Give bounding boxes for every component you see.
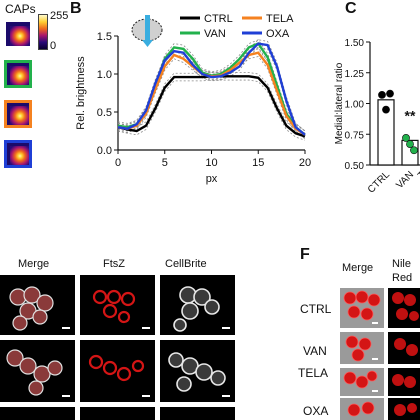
panel-letter-c: C	[345, 0, 357, 17]
row-label-van: VAN	[303, 344, 327, 358]
y-axis-label: Rel. brightness	[75, 56, 87, 130]
merge-image-row-2	[0, 340, 75, 402]
y-tick-label: 0.5	[97, 107, 112, 119]
data-point	[402, 134, 410, 142]
row-label-oxa: OXA	[303, 404, 329, 418]
ftsz-image-row-1	[80, 275, 155, 335]
cellbrite-image-row-3	[160, 407, 235, 420]
header-red: Red	[392, 272, 413, 284]
f-merge-tela	[340, 368, 384, 396]
header-ftsz: FtsZ	[103, 258, 125, 270]
brightness-line-chart: 0.0 0.5 1.0 1.5 0 5 10 15 20 px Rel. brightness CTR…	[75, 13, 311, 185]
scale-bar	[372, 390, 378, 392]
data-point	[382, 105, 390, 114]
legend-label-ctrl: CTRL	[204, 13, 233, 25]
header-merge: Merge	[18, 258, 50, 270]
legend-label-van: VAN	[204, 28, 226, 40]
y-tick-label: 1.00	[345, 100, 365, 111]
header-merge-f: Merge	[342, 262, 374, 274]
scale-bar	[372, 358, 378, 360]
cap-thumb-van	[4, 60, 32, 88]
panel-letter-f: F	[300, 246, 310, 263]
header-nile: Nile	[392, 258, 411, 270]
colorbar-min-label: 0	[50, 40, 57, 52]
cap-thumb-ctrl	[4, 20, 32, 48]
legend-label-oxa: OXA	[266, 28, 290, 40]
error-band-line	[117, 72, 306, 133]
row-label-ctrl: CTRL	[300, 302, 332, 316]
f-nilered-van	[388, 332, 420, 364]
y-tick-label: 1.0	[97, 69, 112, 81]
y-axis-label: Medial:lateral ratio	[334, 62, 345, 144]
cap-thumb-tela	[4, 100, 32, 128]
header-cellbrite: CellBrite	[165, 258, 207, 270]
y-tick-label: 0.0	[97, 145, 112, 157]
significance-marker: **	[405, 108, 416, 124]
scale-bar	[372, 322, 378, 324]
scale-bar	[222, 327, 230, 329]
x-tick-label: VAN	[394, 169, 416, 191]
f-nilered-ctrl	[388, 288, 420, 328]
data-point	[410, 146, 418, 155]
medial-lateral-bar-chart: 0.50 0.75 1.00 1.25 1.50 Medial:lateral ratio…	[334, 38, 420, 196]
f-nilered-tela	[388, 368, 420, 396]
x-axis-label: px	[206, 173, 218, 185]
cellbrite-image-row-1	[160, 275, 235, 335]
scale-bar	[62, 327, 70, 329]
caps-title: CAPs	[5, 2, 36, 16]
error-band-line	[117, 79, 306, 141]
x-tick-label: 0	[115, 157, 121, 169]
cellbrite-image-row-2	[160, 340, 235, 402]
colorbar	[38, 14, 48, 50]
cap-thumb-oxa	[4, 140, 32, 168]
data-point	[378, 90, 386, 99]
y-tick-label: 1.50	[345, 38, 365, 49]
x-tick-label: 10	[205, 157, 217, 169]
cell-cross-section-icon	[131, 15, 163, 47]
legend-label-tela: TELA	[266, 13, 294, 25]
scale-bar	[62, 395, 70, 397]
ftsz-image-row-2	[80, 340, 155, 402]
f-nilered-oxa	[388, 398, 420, 420]
scale-bar	[222, 395, 230, 397]
merge-image-row-1	[0, 275, 75, 335]
y-tick-label: 1.25	[345, 69, 365, 80]
series-line-oxa	[117, 42, 306, 136]
merge-image-row-3	[0, 407, 75, 420]
x-tick-label: T	[416, 169, 420, 181]
f-merge-oxa	[340, 398, 384, 420]
f-merge-ctrl	[340, 288, 384, 328]
x-tick-label: 20	[299, 157, 311, 169]
x-tick-label: CTRL	[366, 169, 393, 196]
y-tick-label: 1.5	[97, 31, 112, 43]
f-merge-van	[340, 332, 384, 364]
row-label-tela: TELA	[298, 366, 329, 380]
panel-letter-b: B	[70, 0, 82, 17]
data-point	[386, 89, 394, 98]
x-tick-label: 15	[252, 157, 264, 169]
scale-bar	[142, 327, 150, 329]
scale-bar	[142, 395, 150, 397]
bar-ctrl	[377, 99, 395, 166]
y-tick-label: 0.50	[345, 161, 365, 172]
ftsz-image-row-3	[80, 407, 155, 420]
x-tick-label: 5	[162, 157, 168, 169]
colorbar-max-label: 255	[50, 10, 69, 22]
data-point	[406, 140, 414, 148]
y-tick-label: 0.75	[345, 130, 365, 141]
